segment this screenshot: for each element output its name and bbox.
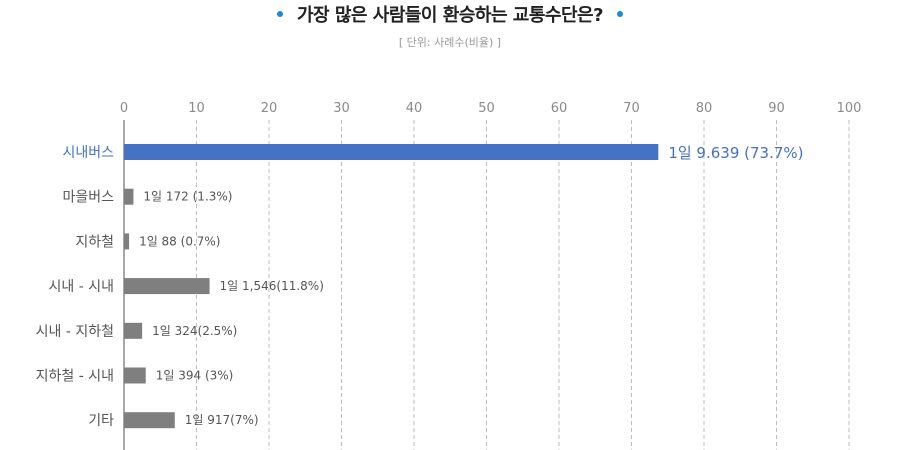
data-label: 1일 394 (3%) — [156, 369, 234, 383]
data-label: 1일 9.639 (73.7%) — [668, 144, 803, 162]
title-bullet-left-icon — [276, 11, 283, 17]
x-tick-label: 10 — [188, 101, 205, 116]
category-label: 기타 — [88, 413, 114, 429]
data-label: 1일 917(7%) — [185, 413, 259, 427]
category-label: 시내버스 — [62, 145, 114, 161]
data-label: 1일 172 (1.3%) — [143, 190, 232, 204]
chart-title: 가장 많은 사람들이 환승하는 교통수단은? — [296, 5, 604, 26]
x-tick-label: 20 — [261, 101, 278, 116]
x-tick-label: 70 — [623, 101, 640, 116]
bar — [124, 367, 146, 384]
x-tick-label: 40 — [406, 101, 423, 116]
data-label: 1일 324(2.5%) — [152, 324, 237, 338]
data-label: 1일 1,546(11.8%) — [220, 279, 324, 293]
title-row: 가장 많은 사람들이 환승하는 교통수단은? — [0, 2, 900, 26]
x-tick-label: 50 — [478, 101, 495, 116]
bar — [124, 188, 134, 205]
bar — [124, 144, 659, 160]
title-bullet-right-icon — [617, 11, 624, 17]
x-tick-label: 0 — [120, 101, 128, 116]
data-label: 1일 88 (0.7%) — [139, 234, 220, 248]
x-tick-label: 60 — [551, 101, 568, 116]
category-label: 지하철 — [75, 234, 114, 250]
category-label: 마을버스 — [62, 190, 114, 206]
category-label: 지하철 - 시내 — [36, 369, 114, 385]
x-tick-label: 90 — [768, 101, 785, 116]
x-tick-label: 100 — [837, 101, 862, 116]
bar — [124, 233, 130, 250]
category-label: 시내 - 지하철 — [36, 324, 114, 340]
chart-subtitle: [ 단위: 사례수(비율) ] — [398, 36, 502, 49]
category-label: 시내 - 시내 — [49, 279, 114, 295]
x-tick-label: 80 — [696, 101, 713, 116]
x-tick-label: 30 — [333, 101, 350, 116]
bar — [124, 322, 143, 339]
bar — [124, 278, 210, 295]
bar — [124, 412, 175, 429]
